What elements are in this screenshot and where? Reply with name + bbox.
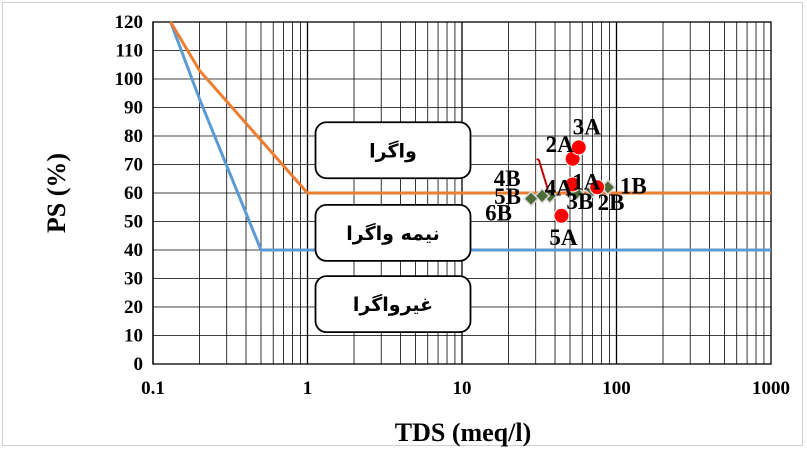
y-tick-label: 60 [124,183,143,204]
lower-boundary-line [169,21,771,252]
y-tick-label: 90 [124,98,143,119]
marker-5A [553,207,570,224]
y-tick-label: 70 [124,155,143,176]
point-label-4A: 4A [545,175,574,200]
marker-1A [589,179,606,196]
region-label: نیمه واگرا [346,222,439,245]
marker-5B [534,187,551,204]
y-tick-label: 20 [124,297,143,318]
y-tick-label: 50 [124,212,143,233]
point-label-2B: 2B [598,190,625,215]
region-label: واگرا [369,139,417,162]
region-boxes: واگرا نیمه واگرا غیرواگرا [314,121,472,334]
point-label-3B: 3B [566,189,593,214]
region-box [314,121,472,180]
point-label-3A: 3A [573,114,602,139]
chart-frame: واگرا نیمه واگرا غیرواگرا 1A 2A 3A 4A 5A 1B 2B 3B… [2,2,803,447]
x-axis-label: TDS (meq/l) [395,418,532,447]
y-axis-label: PS (%) [42,153,71,233]
point-label-1B: 1B [620,173,647,198]
marker-6B [523,190,540,207]
x-tick-label: 1000 [752,378,790,399]
y-tick-label: 10 [124,326,143,347]
y-tick-label: 30 [124,269,143,290]
x-tick-label: 10 [453,378,472,399]
y-tick-label: 40 [124,240,143,261]
leader-line [536,157,551,197]
point-label-5A: 5A [549,225,578,250]
point-label-5B: 5B [494,184,521,209]
region-box [314,203,472,262]
point-label-2A: 2A [546,132,575,157]
point-label-4B: 4B [494,166,521,191]
region-box [314,275,472,334]
marker-4A [564,176,581,193]
point-label-1A: 1A [572,169,601,194]
tick-labels: 0.1 1 10 100 1000010203040506070809010011012… [115,12,791,399]
x-tick-label: 0.1 [141,378,165,399]
region-label: غیرواگرا [353,293,433,316]
x-tick-label: 100 [602,378,631,399]
y-tick-label: 110 [116,41,143,62]
y-tick-label: 100 [115,69,144,90]
point-label-6B: 6B [485,201,512,226]
x-tick-label: 1 [303,378,313,399]
y-tick-label: 0 [134,354,144,375]
marker-3A [570,139,587,156]
y-tick-label: 120 [115,12,144,33]
y-tick-label: 80 [124,126,143,147]
data-markers [523,139,616,224]
